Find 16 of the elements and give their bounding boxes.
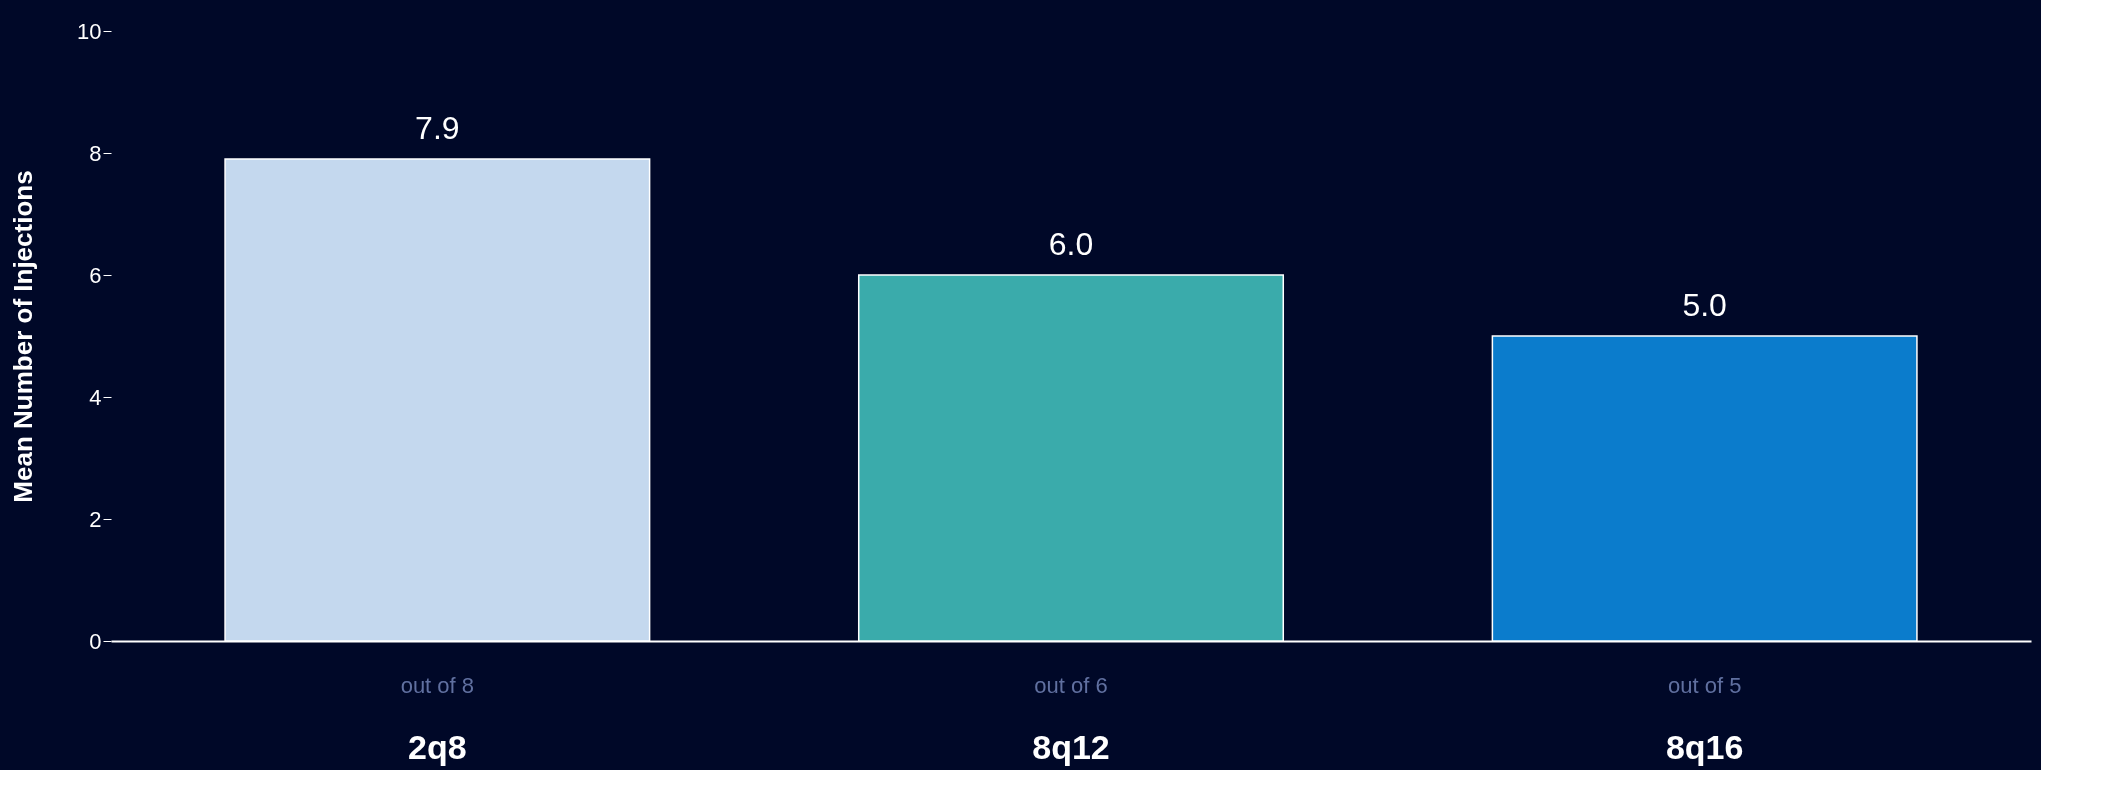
y-axis-title: Mean Number of Injections — [8, 170, 39, 503]
y-tick-label: 2 — [89, 506, 102, 532]
text: out of 5 — [1667, 673, 1742, 698]
data-label: 6.0 — [1048, 226, 1094, 262]
y-tick-label: 6 — [89, 262, 102, 288]
y-tick-label: 4 — [89, 384, 102, 410]
text: out of 6 — [1034, 673, 1108, 698]
y-tick-label: 10 — [77, 18, 102, 44]
x-tick-label: 2q8 — [408, 727, 467, 766]
text: out of 8 — [400, 673, 475, 698]
x-tick-label: 8q12 — [1032, 727, 1110, 766]
y-tick-label: 0 — [89, 628, 102, 654]
x-tick-label: 8q16 — [1665, 727, 1744, 766]
y-tick-label: 8 — [89, 140, 102, 166]
data-label: 7.9 — [415, 110, 460, 147]
data-label: 5.0 — [1682, 287, 1727, 323]
